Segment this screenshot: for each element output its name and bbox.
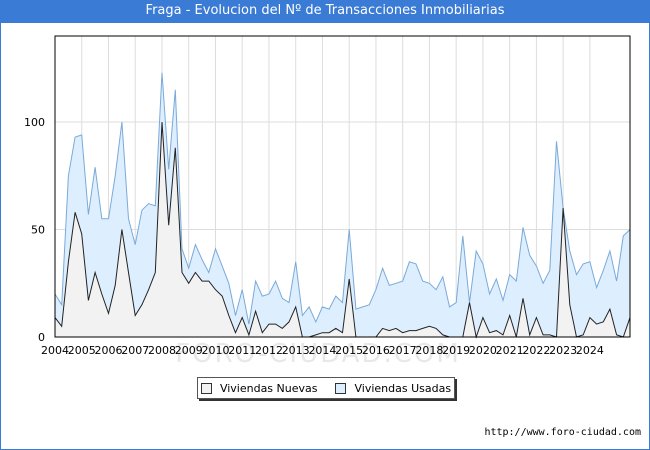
y-axis: 0 50 100: [24, 116, 45, 344]
y-tick-label: 50: [31, 224, 45, 237]
x-tick-label: 2013: [282, 344, 310, 357]
x-tick-label: 2010: [201, 344, 229, 357]
series-viviendas-usadas-area: [55, 72, 630, 337]
x-tick-label: 2004: [41, 344, 69, 357]
x-tick-label: 2024: [576, 344, 604, 357]
plot-border: [54, 35, 631, 338]
x-tick-label: 2014: [308, 344, 336, 357]
x-tick-label: 2015: [335, 344, 363, 357]
x-tick-label: 2006: [94, 344, 122, 357]
x-tick-label: 2008: [148, 344, 176, 357]
x-tick-label: 2022: [522, 344, 550, 357]
legend-label-nuevas: Viviendas Nuevas: [219, 381, 318, 395]
y-tick-label: 0: [38, 331, 45, 344]
legend-swatch-nuevas: [200, 382, 212, 394]
x-tick-label: 2007: [121, 344, 149, 357]
watermark: FORO-CIUDAD.COM: [175, 339, 461, 369]
x-tick-label: 2011: [228, 344, 256, 357]
x-tick-label: 2021: [496, 344, 524, 357]
chart-title: Fraga - Evolucion del Nº de Transaccione…: [0, 0, 650, 22]
x-tick-label: 2023: [549, 344, 577, 357]
x-tick-label: 2012: [255, 344, 283, 357]
series-viviendas-usadas-line: [54, 72, 631, 325]
legend: Viviendas Nuevas Viviendas Usadas: [197, 377, 455, 399]
legend-item-nuevas: Viviendas Nuevas: [200, 381, 318, 395]
legend-item-usadas: Viviendas Usadas: [335, 382, 451, 395]
series-viviendas-nuevas-line: [54, 121, 631, 339]
source-link[interactable]: http://www.foro-ciudad.com: [484, 427, 641, 438]
x-tick-label: 2016: [362, 344, 390, 357]
series-viviendas-nuevas-area: [55, 122, 630, 337]
x-tick-label: 2018: [415, 344, 443, 357]
x-tick-label: 2009: [175, 344, 203, 357]
y-tick-label: 100: [24, 116, 45, 129]
legend-label-usadas: Viviendas Usadas: [354, 381, 452, 395]
x-tick-label: 2005: [68, 344, 96, 357]
x-axis: 2004200520062007200820092010201120122013…: [41, 344, 604, 357]
x-tick-label: 2019: [442, 344, 470, 357]
legend-swatch-usadas: [335, 382, 347, 394]
x-tick-label: 2017: [389, 344, 417, 357]
x-tick-label: 2020: [469, 344, 497, 357]
